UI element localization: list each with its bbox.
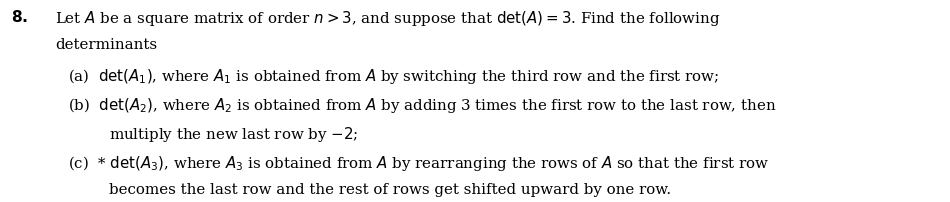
Text: becomes the last row and the rest of rows get shifted upward by one row.: becomes the last row and the rest of row…: [109, 183, 672, 197]
Text: (a)  $\det(A_1)$, where $A_1$ is obtained from $A$ by switching the third row an: (a) $\det(A_1)$, where $A_1$ is obtained…: [68, 67, 720, 86]
Text: Let $A$ be a square matrix of order $n > 3$, and suppose that $\det(A) = 3$. Fin: Let $A$ be a square matrix of order $n >…: [55, 9, 720, 28]
Text: (c)  * $\det(A_3)$, where $A_3$ is obtained from $A$ by rearranging the rows of : (c) * $\det(A_3)$, where $A_3$ is obtain…: [68, 154, 770, 173]
Text: determinants: determinants: [55, 38, 157, 52]
Text: $\mathbf{8.}$: $\mathbf{8.}$: [11, 9, 28, 25]
Text: multiply the new last row by $-2$;: multiply the new last row by $-2$;: [109, 125, 358, 144]
Text: (b)  $\det(A_2)$, where $A_2$ is obtained from $A$ by adding 3 times the first r: (b) $\det(A_2)$, where $A_2$ is obtained…: [68, 96, 777, 115]
